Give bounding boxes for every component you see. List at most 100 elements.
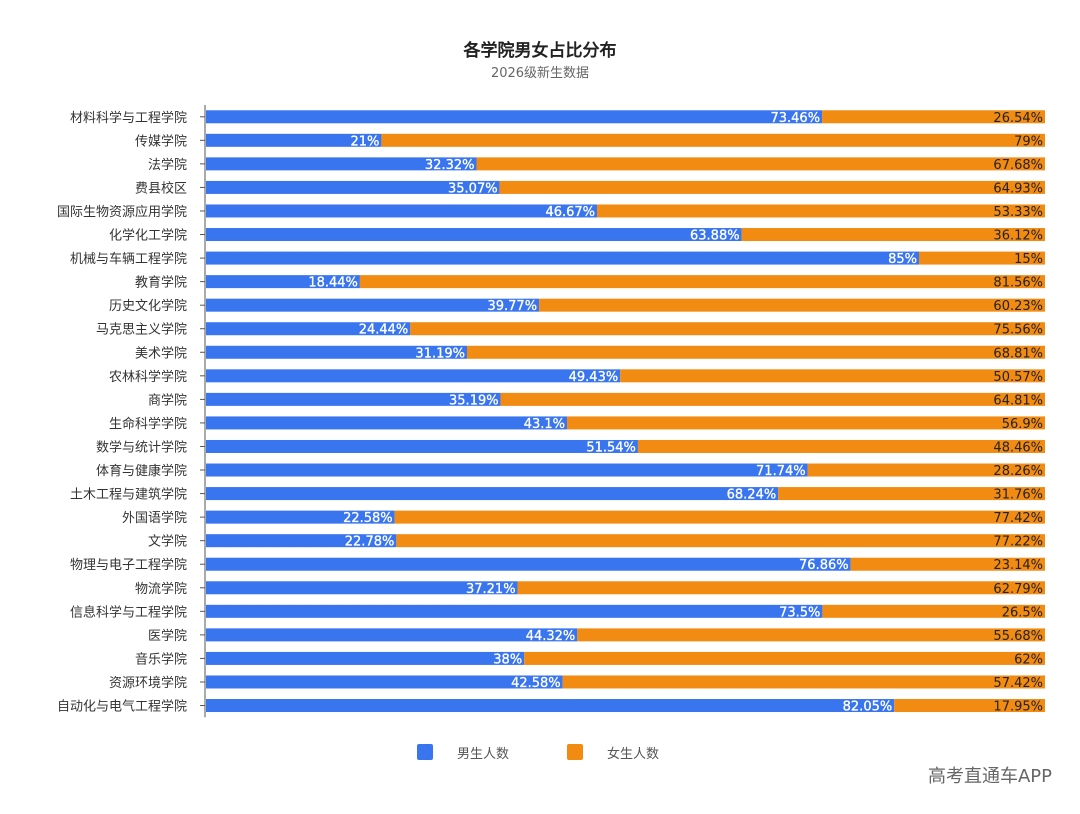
bar-female[interactable] [778, 487, 1045, 501]
bar-female[interactable] [499, 180, 1045, 194]
bar-female[interactable] [562, 675, 1045, 689]
data-label-female: 17.95% [993, 700, 1043, 715]
bar-male[interactable] [206, 699, 895, 713]
data-label-female: 26.54% [993, 111, 1043, 126]
data-label-male: 39.77% [487, 299, 537, 314]
category-label: 文学院 [148, 534, 187, 550]
bar-female[interactable] [637, 439, 1045, 453]
bar-female[interactable] [500, 392, 1045, 406]
bar-male[interactable] [206, 251, 919, 265]
bar-female[interactable] [567, 416, 1045, 430]
watermark: 高考直通车APP [927, 766, 1052, 787]
bar-male[interactable] [206, 322, 411, 336]
category-label: 自动化与电气工程学院 [57, 699, 187, 715]
category-label: 机械与车辆工程学院 [70, 251, 187, 267]
data-label-female: 26.5% [1002, 605, 1043, 620]
data-label-male: 35.19% [449, 393, 499, 408]
bar-female[interactable] [741, 228, 1045, 242]
bar-female[interactable] [359, 275, 1045, 289]
category-label: 教育学院 [135, 275, 187, 291]
bar-male[interactable] [206, 298, 540, 312]
data-label-male: 49.43% [569, 370, 619, 385]
bar-male[interactable] [206, 228, 742, 242]
category-label: 农林科学学院 [109, 369, 187, 385]
bar-male[interactable] [206, 157, 477, 171]
bar-male[interactable] [206, 392, 501, 406]
category-label: 美术学院 [135, 345, 187, 361]
bar-male[interactable] [206, 275, 360, 289]
category-label: 传媒学院 [135, 133, 187, 149]
bar-male[interactable] [206, 675, 563, 689]
chart-title: 各学院男女占比分布 [463, 41, 617, 61]
data-label-female: 75.56% [993, 323, 1043, 338]
bar-female[interactable] [822, 604, 1045, 618]
bar-male[interactable] [206, 133, 382, 147]
data-label-male: 21% [350, 134, 379, 149]
bar-male[interactable] [206, 369, 621, 383]
category-label: 医学院 [148, 628, 187, 644]
data-label-female: 77.22% [993, 535, 1043, 550]
category-label: 物理与电子工程学院 [70, 557, 187, 573]
bar-female[interactable] [410, 322, 1045, 336]
bar-female[interactable] [396, 534, 1045, 548]
bar-female[interactable] [822, 110, 1045, 124]
data-label-female: 62% [1014, 652, 1043, 667]
data-label-male: 51.54% [586, 440, 636, 455]
bar-male[interactable] [206, 510, 395, 524]
bar-female[interactable] [919, 251, 1045, 265]
data-label-female: 81.56% [993, 276, 1043, 291]
legend-item-female[interactable]: 女生人数 [567, 742, 659, 762]
bar-male[interactable] [206, 345, 467, 359]
data-label-female: 62.79% [993, 582, 1043, 597]
bar-male[interactable] [206, 581, 518, 595]
category-label: 信息科学与工程学院 [70, 604, 187, 620]
category-label: 体育与健康学院 [96, 463, 187, 479]
bar-male[interactable] [206, 439, 638, 453]
data-label-male: 35.07% [448, 181, 498, 196]
legend-swatch-female [567, 744, 583, 760]
category-label: 材料科学与工程学院 [70, 110, 187, 126]
data-label-female: 15% [1014, 252, 1043, 267]
bar-female[interactable] [466, 345, 1046, 359]
category-label: 土木工程与建筑学院 [70, 487, 187, 503]
bar-female[interactable] [517, 581, 1045, 595]
bar-male[interactable] [206, 557, 851, 571]
bar-male[interactable] [206, 463, 808, 477]
bar-female[interactable] [394, 510, 1045, 524]
bar-female[interactable] [476, 157, 1045, 171]
data-label-female: 55.68% [993, 629, 1043, 644]
bar-female[interactable] [850, 557, 1045, 571]
data-label-male: 63.88% [690, 229, 740, 244]
bar-female[interactable] [597, 204, 1045, 218]
bar-male[interactable] [206, 651, 525, 665]
bar-female[interactable] [539, 298, 1045, 312]
bar-male[interactable] [206, 604, 823, 618]
bar-female[interactable] [524, 651, 1045, 665]
bar-male[interactable] [206, 180, 500, 194]
bar-female[interactable] [577, 628, 1045, 642]
category-label: 国际生物资源应用学院 [57, 204, 187, 220]
data-label-male: 82.05% [843, 700, 893, 715]
data-label-female: 23.14% [993, 558, 1043, 573]
category-label: 音乐学院 [135, 651, 187, 667]
bar-male[interactable] [206, 534, 397, 548]
bar-female[interactable] [894, 699, 1045, 713]
bar-male[interactable] [206, 204, 598, 218]
legend: 男生人数 女生人数 [0, 742, 1080, 762]
bar-male[interactable] [206, 628, 578, 642]
bar-female[interactable] [381, 133, 1045, 147]
bar-female[interactable] [807, 463, 1045, 477]
data-label-female: 79% [1014, 134, 1043, 149]
data-label-female: 68.81% [993, 346, 1043, 361]
bar-female[interactable] [620, 369, 1045, 383]
legend-item-male[interactable]: 男生人数 [417, 742, 509, 762]
bar-male[interactable] [206, 487, 779, 501]
data-label-female: 53.33% [993, 205, 1043, 220]
data-label-female: 50.57% [993, 370, 1043, 385]
category-label: 资源环境学院 [109, 675, 187, 691]
stacked-bar-chart: 材料科学与工程学院 73.46% 26.54% 传媒学院 21% 79% 法学院 32.32%… [57, 105, 1046, 718]
bar-male[interactable] [206, 110, 823, 124]
data-label-male: 68.24% [727, 488, 777, 503]
bar-male[interactable] [206, 416, 568, 430]
data-label-female: 31.76% [993, 488, 1043, 503]
